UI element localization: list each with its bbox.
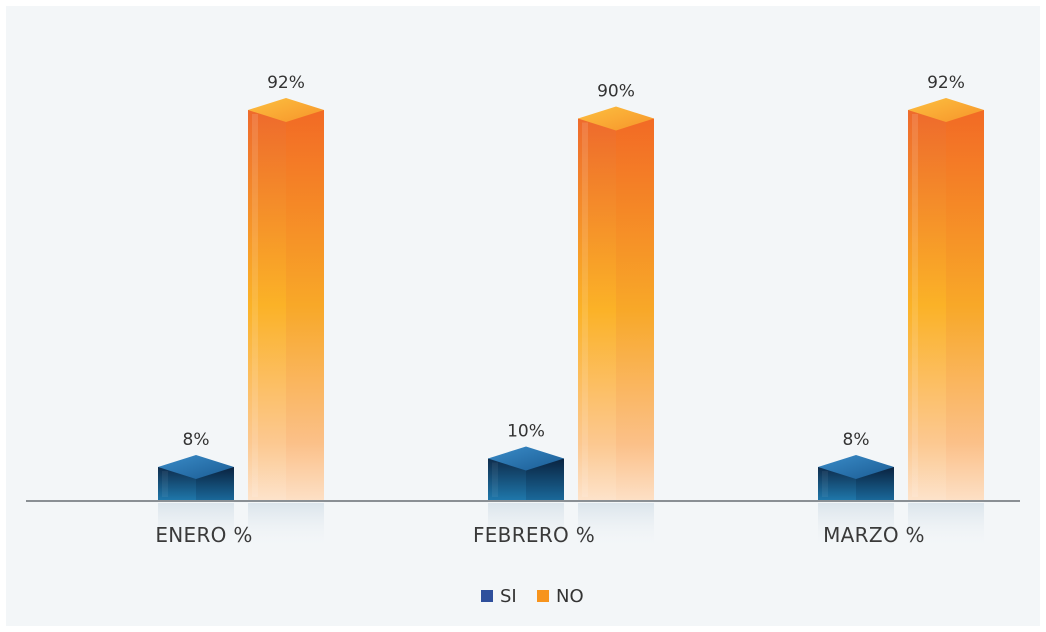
bar-reflection — [158, 503, 234, 549]
bar-front-face — [248, 110, 286, 501]
bar-no-1 — [248, 98, 324, 549]
bar-highlight — [822, 471, 828, 497]
legend-label-si: SI — [500, 586, 517, 607]
category-label-2: FEBRERO % — [473, 523, 595, 547]
bar-reflection — [578, 503, 654, 549]
bar-si-3 — [818, 455, 894, 549]
value-label-no-2: 90% — [597, 82, 635, 102]
value-label-si-3: 8% — [843, 430, 870, 450]
legend: SI NO — [481, 586, 584, 607]
bar-reflection — [908, 503, 984, 549]
bar-reflection — [818, 503, 894, 549]
chart-frame: 8% 92% ENERO % 10% 90% FEBRERO % 8% 92% MARZO % … — [6, 6, 1040, 626]
bar-top-face — [158, 455, 234, 479]
category-label-3: MARZO % — [823, 523, 925, 547]
legend-swatch-no — [537, 590, 549, 602]
bar-chart: 8%92%ENERO %10%90%FEBRERO %8%92%MARZO % … — [26, 73, 1020, 607]
bar-highlight — [252, 114, 258, 497]
labels-layer: 8% 92% ENERO % 10% 90% FEBRERO % 8% 92% MARZO % — [155, 73, 965, 547]
bar-highlight — [492, 462, 498, 497]
bar-si-1 — [158, 455, 234, 549]
bar-top-face — [908, 98, 984, 122]
bar-reflection — [488, 503, 564, 549]
bar-side-face — [946, 110, 984, 501]
bar-front-face — [578, 118, 616, 501]
bar-no-3 — [908, 98, 984, 549]
bar-highlight — [912, 114, 918, 497]
bar-top-face — [578, 106, 654, 131]
value-label-si-1: 8% — [183, 430, 210, 450]
category-label-1: ENERO % — [155, 523, 252, 547]
bar-side-face — [616, 118, 654, 501]
bar-side-face — [286, 110, 324, 501]
bar-highlight — [582, 122, 588, 497]
legend-swatch-si — [481, 590, 493, 602]
bars-layer — [158, 98, 984, 549]
bar-si-2 — [488, 446, 564, 549]
value-label-no-3: 92% — [927, 73, 965, 93]
bar-highlight — [162, 471, 168, 497]
bar-reflection — [248, 503, 324, 549]
value-label-no-1: 92% — [267, 73, 305, 93]
legend-label-no: NO — [556, 586, 584, 607]
bar-top-face — [818, 455, 894, 479]
bar-front-face — [908, 110, 946, 501]
bar-top-face — [248, 98, 324, 122]
value-label-si-2: 10% — [507, 422, 545, 442]
bar-top-face — [488, 446, 564, 471]
bar-no-2 — [578, 106, 654, 549]
